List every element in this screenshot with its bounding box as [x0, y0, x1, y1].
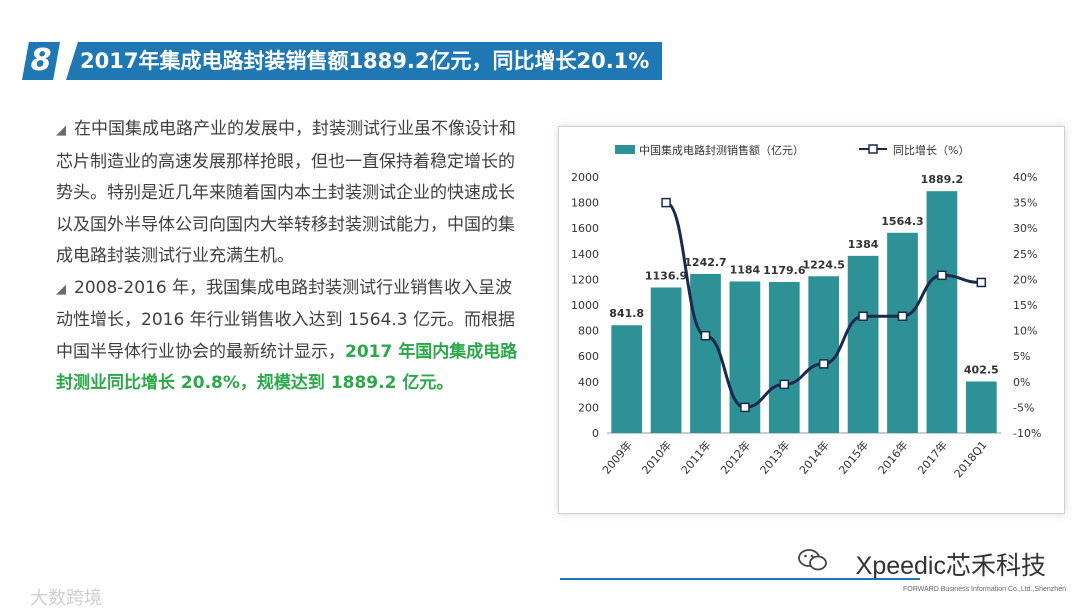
y-left-tick-label: 2000: [571, 171, 599, 184]
slide-title-bar: 8 2017年集成电路封装销售额1889.2亿元，同比增长20.1%: [22, 42, 662, 80]
bar-value-label: 1564.3: [881, 215, 923, 228]
growth-point: [937, 270, 947, 281]
growth-point: [779, 379, 790, 390]
y-left-tick-label: 1800: [571, 197, 599, 210]
bar-value-label: 1384: [848, 238, 879, 251]
slide-number: 8: [22, 42, 60, 80]
y-right-tick-label: 10%: [1013, 325, 1037, 338]
y-left-tick-label: 0: [592, 427, 599, 440]
triangle-bullet-icon: ◢: [56, 281, 66, 297]
bar: [650, 287, 682, 433]
bar-value-label: 1242.7: [684, 256, 726, 269]
y-right-tick-label: 30%: [1013, 222, 1037, 235]
paragraph-1: ◢ 在中国集成电路产业的发展中，封装测试行业虽不像设计和芯片制造业的高速发展那样抢…: [56, 114, 526, 273]
x-tick-label: 2009年: [599, 438, 635, 477]
x-tick-label: 2011年: [678, 438, 714, 477]
slide-title: 2017年集成电路封装销售额1889.2亿元，同比增长20.1%: [66, 42, 662, 80]
x-tick-label: 2017年: [914, 438, 950, 477]
bar: [768, 282, 800, 433]
triangle-bullet-icon: ◢: [56, 123, 66, 138]
y-right-tick-label: 20%: [1013, 273, 1037, 286]
y-right-tick-label: 40%: [1013, 171, 1037, 184]
bar: [887, 232, 918, 433]
growth-point: [976, 277, 987, 288]
y-left-tick-label: 1000: [571, 299, 599, 312]
combo-chart: 中国集成电路封测销售额（亿元） 同比增长（%） 0 200 400 600 800 1000 1…: [571, 143, 1041, 481]
y-left-tick-label: 400: [578, 376, 599, 389]
growth-point: [740, 402, 750, 413]
y-left-tick-label: 800: [578, 325, 599, 338]
bar: [808, 276, 840, 433]
y-left-tick-label: 1400: [571, 248, 599, 261]
x-tick-label: 2012年: [717, 438, 753, 477]
x-tick-label: 2015年: [836, 438, 872, 477]
growth-point: [661, 197, 671, 208]
bar: [847, 255, 879, 433]
y-left-tick-label: 600: [578, 350, 599, 363]
brand-name: Xpeedic芯禾科技: [855, 552, 1046, 580]
growth-point: [700, 330, 711, 341]
bar: [965, 381, 997, 433]
legend-bar-label: 中国集成电路封测销售额（亿元）: [639, 143, 804, 157]
footer-divider: [560, 578, 920, 580]
bar-value-label: 1224.5: [802, 258, 844, 271]
footer-company: FORWARD Business Information Co.,Ltd.,Sh…: [902, 586, 1066, 593]
x-tick-label: 2016年: [875, 438, 911, 477]
paragraph-2-highlight: 2017 年国内集成电路封测业同比增长 20.8%，规模达到 1889.2 亿元…: [56, 341, 518, 394]
x-tick-label: 2018Q1: [952, 439, 990, 481]
legend-bar-swatch: [615, 145, 635, 154]
bar: [926, 191, 958, 433]
x-tick-label: 2010年: [639, 438, 675, 477]
growth-point: [897, 311, 908, 322]
y-left-tick-label: 200: [578, 401, 599, 414]
bar: [611, 325, 643, 433]
growth-point: [858, 311, 868, 322]
legend-line-label: 同比增长（%）: [893, 143, 969, 157]
bar-value-label: 1184: [730, 263, 761, 276]
y-right-tick-label: 35%: [1013, 197, 1037, 210]
paragraph-1-text: 在中国集成电路产业的发展中，封装测试行业虽不像设计和芯片制造业的高速发展那样抢眼…: [56, 119, 516, 266]
y-right-tick-label: 25%: [1013, 248, 1037, 261]
y-right-tick-label: -5%: [1013, 401, 1034, 414]
chart-container: 中国集成电路封测销售额（亿元） 同比增长（%） 0 200 400 600 800 1000 1…: [558, 126, 1065, 514]
y-left-tick-label: 1600: [571, 222, 599, 235]
y-right-tick-label: 5%: [1013, 350, 1030, 363]
bar-value-label: 1136.9: [645, 269, 687, 282]
source-mark: 大数跨境: [30, 588, 102, 609]
y-left-tick-label: 1200: [571, 273, 599, 286]
wechat-icon: [798, 549, 827, 571]
bar-value-label: 1179.6: [763, 264, 806, 277]
y-right-tick-label: -10%: [1013, 427, 1041, 440]
bar: [690, 273, 721, 433]
body-text: ◢ 在中国集成电路产业的发展中，封装测试行业虽不像设计和芯片制造业的高速发展那样抢…: [56, 114, 526, 400]
x-tick-label: 2013年: [757, 438, 793, 477]
paragraph-2-text: 2008-2016 年，我国集成电路封装测试行业销售收入呈波动性增长，2016 …: [56, 277, 515, 362]
paragraph-2: ◢ 2008-2016 年，我国集成电路封装测试行业销售收入呈波动性增长，2016…: [56, 273, 526, 400]
y-right-tick-label: 0%: [1013, 376, 1030, 389]
bar-value-label: 1889.2: [921, 173, 963, 186]
growth-point: [818, 359, 829, 369]
bar-value-label: 402.5: [964, 363, 999, 376]
bar-value-label: 841.8: [609, 307, 644, 320]
y-right-tick-label: 15%: [1013, 299, 1037, 312]
x-tick-label: 2014年: [796, 438, 832, 477]
legend-line-marker: [868, 144, 878, 154]
